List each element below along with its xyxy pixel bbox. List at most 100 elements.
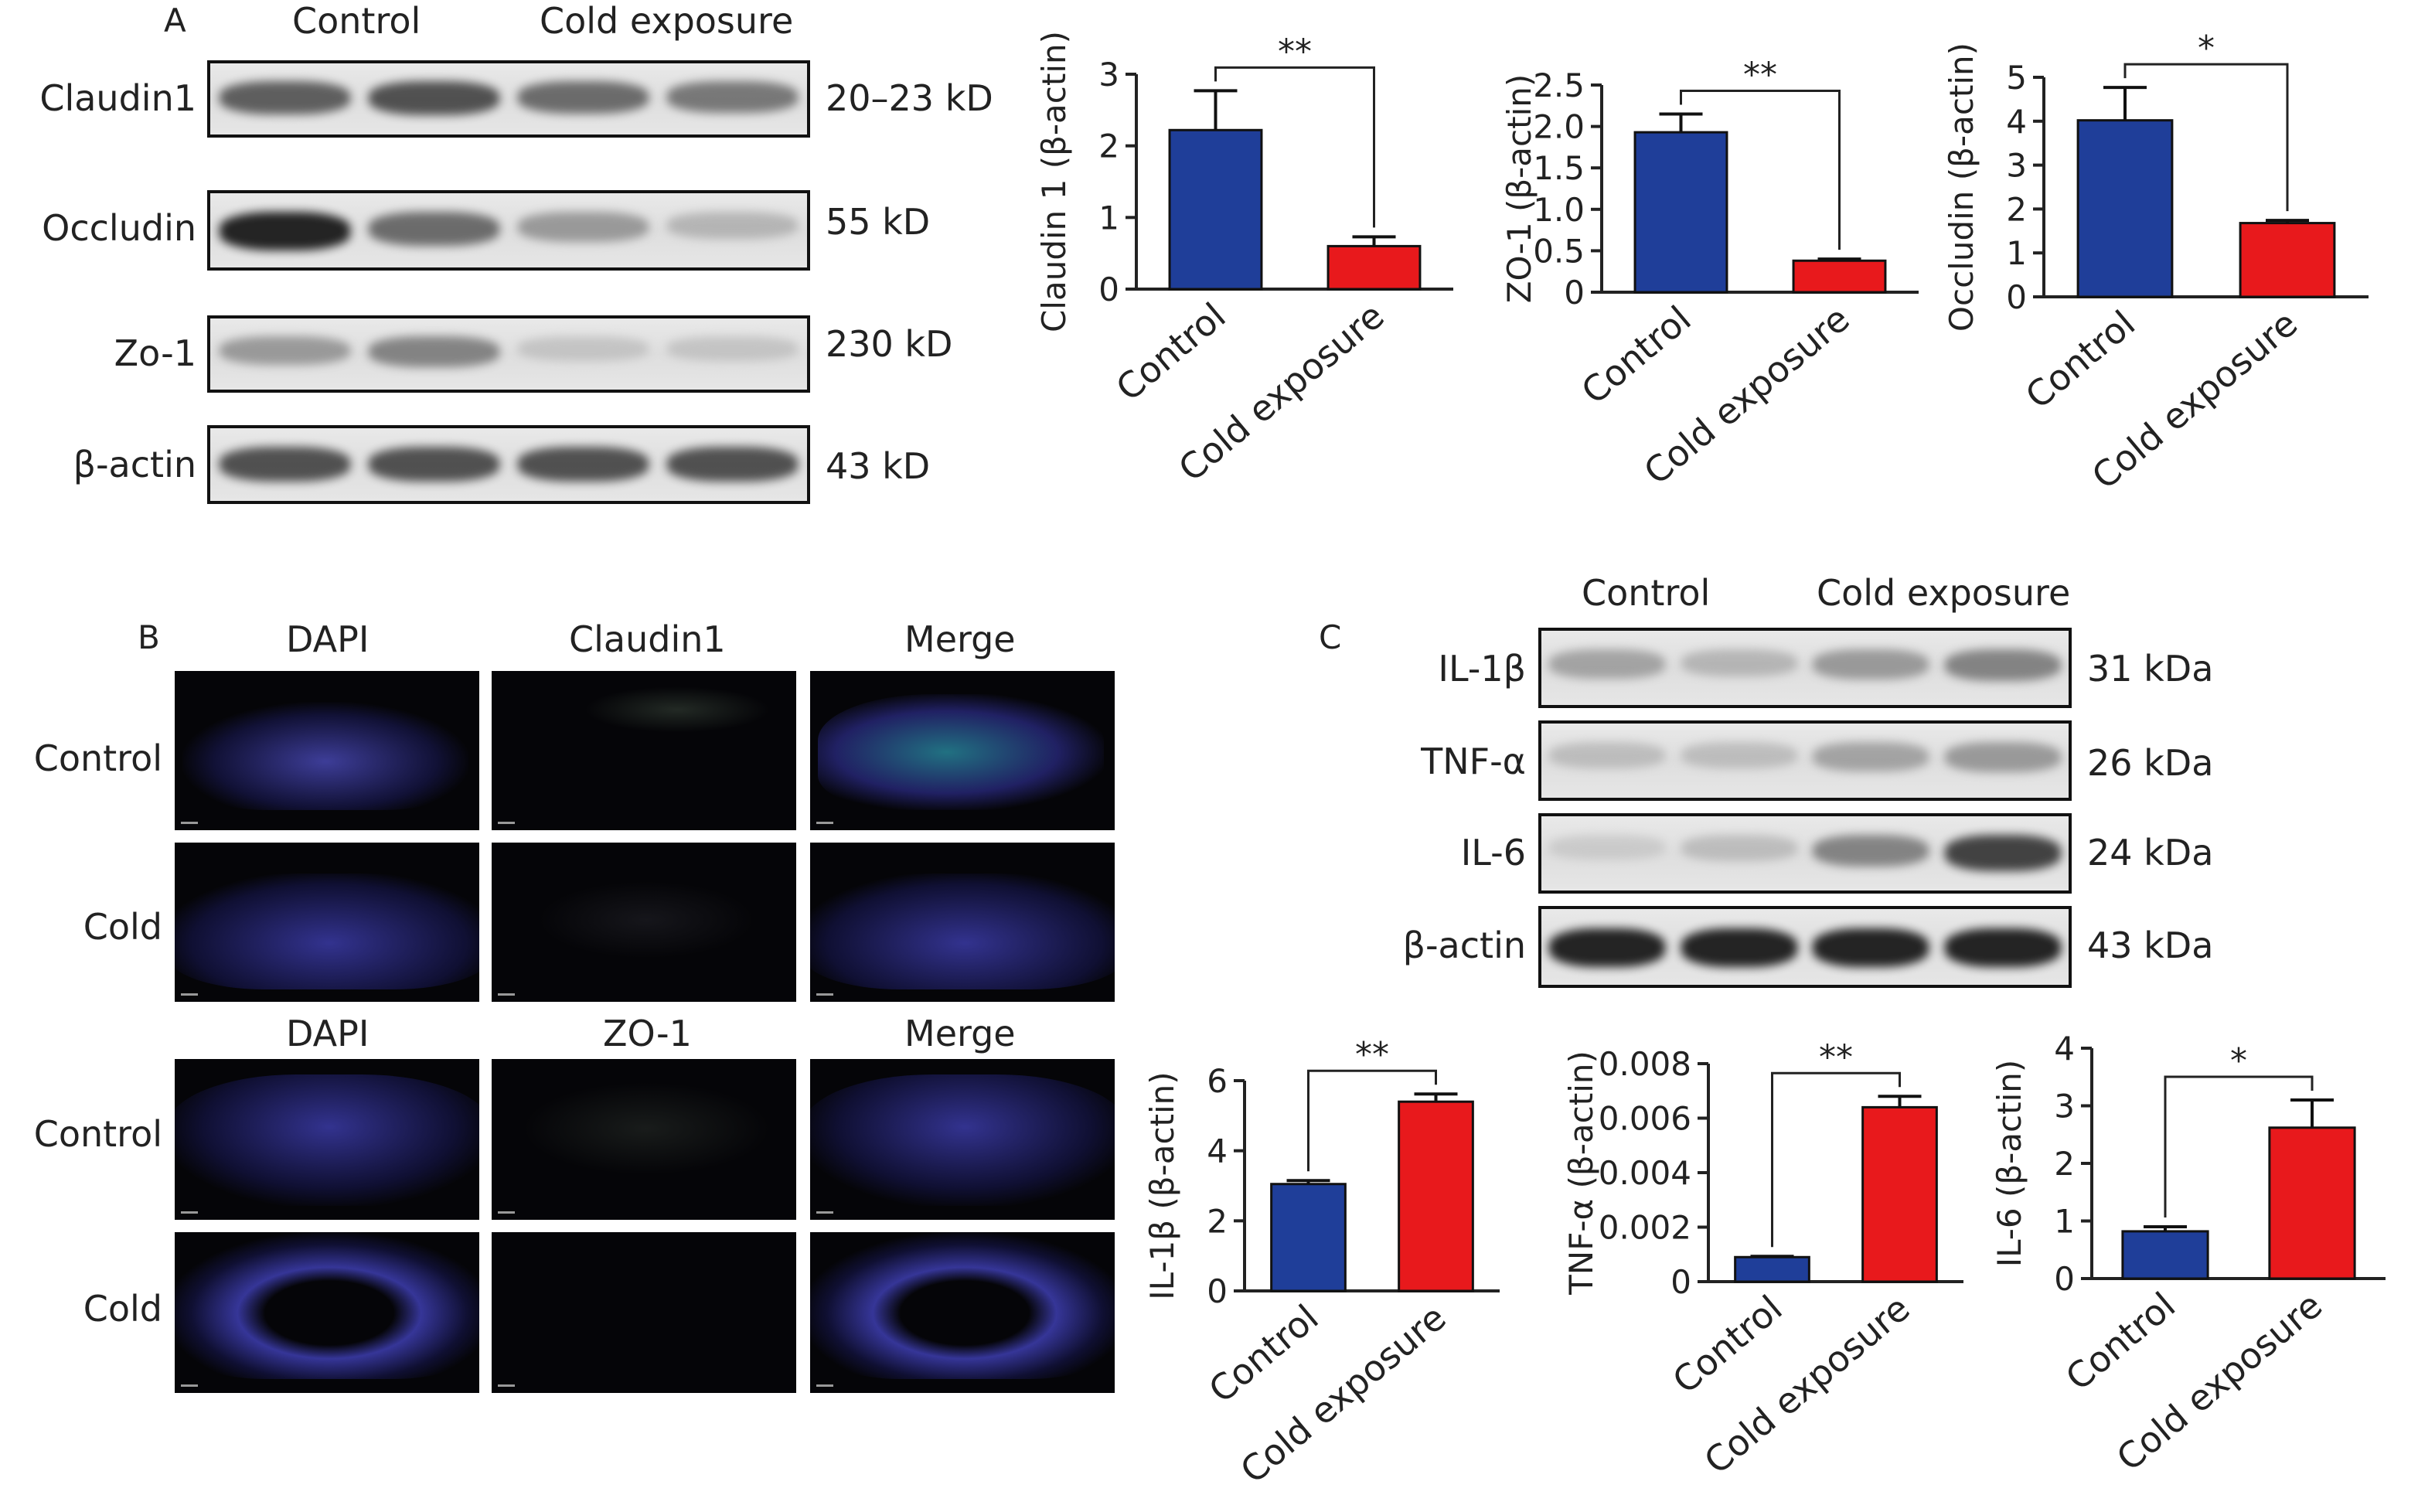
blot-c-1-band-1 <box>1549 649 1666 679</box>
chart-il1b-tick-label: 4 <box>1207 1132 1228 1170</box>
chart-claudin1-ylabel: Claudin 1 (β-actin) <box>1035 31 1073 332</box>
kd-label-occludin: 55 kD <box>826 201 931 243</box>
blot-c-1-band-2 <box>1681 649 1797 677</box>
blot-c-4-band-2 <box>1681 928 1797 968</box>
if-image-cold-dapi-claudin <box>175 843 479 1002</box>
chart-occludin-tick-label: 0 <box>2006 278 2027 316</box>
panel-c-group-cold: Cold exposure <box>1817 572 2071 614</box>
blot-label-tnfa: TNF-α <box>1421 741 1526 782</box>
chart-zo1-ylabel: ZO-1 (β-actin) <box>1500 74 1538 304</box>
chart-occludin-tick-label: 4 <box>2006 103 2027 141</box>
chart-tnfa-significance-label: ** <box>1819 1037 1853 1077</box>
chart-claudin1-bar-1 <box>1168 128 1263 291</box>
chart-il6-ylabel: IL-6 (β-actin) <box>1991 1060 2028 1268</box>
chart-claudin1-tick-label: 3 <box>1098 56 1119 94</box>
if-image-control-claudin1 <box>492 671 796 830</box>
if-image-cold-merge-zo1 <box>810 1232 1115 1393</box>
if-image-control-dapi-claudin <box>175 671 479 830</box>
blot-claudin1 <box>207 60 810 138</box>
blot-a-1-band-1 <box>219 81 351 114</box>
chart-il6-category-1: Control <box>2058 1284 2183 1398</box>
blot-label-beta-actin-c: β-actin <box>1402 925 1526 966</box>
blot-c-2-band-3 <box>1813 742 1929 771</box>
blot-label-zo1: Zo-1 <box>114 332 196 374</box>
panel-b-col-dapi-2: DAPI <box>286 1013 370 1054</box>
chart-tnfa-category-1: Control <box>1664 1287 1790 1401</box>
blot-a-3-band-4 <box>666 336 799 361</box>
kd-label-claudin1: 20–23 kD <box>826 77 993 119</box>
chart-il1b-tick-label: 6 <box>1207 1062 1228 1100</box>
chart-occludin-tick-label: 2 <box>2006 190 2027 228</box>
chart-zo1-tick-label: 2.5 <box>1533 66 1585 104</box>
blot-c-3-band-4 <box>1944 835 2061 872</box>
blot-c-1-band-4 <box>1944 649 2061 682</box>
chart-occludin-bar-1 <box>2076 119 2174 298</box>
blot-label-il6: IL-6 <box>1460 832 1526 873</box>
kd-label-beta-actin-c: 43 kDa <box>2087 925 2214 966</box>
blot-a-1-band-2 <box>368 81 500 116</box>
chart-zo1-bar-1 <box>1633 131 1728 294</box>
if-image-control-zo1 <box>492 1059 796 1220</box>
panel-b-row-cold-2: Cold <box>83 1288 162 1330</box>
kd-label-il1b: 31 kDa <box>2087 648 2214 690</box>
if-image-control-merge-claudin <box>810 671 1115 830</box>
chart-tnfa-tick-label: 0 <box>1670 1263 1691 1301</box>
chart-zo1-significance-label: ** <box>1743 56 1777 95</box>
panel-b-row-control-1: Control <box>33 737 162 779</box>
chart-il6-bar-2 <box>2268 1126 2356 1280</box>
chart-il6-tick-label: 1 <box>2054 1203 2075 1241</box>
blot-a-2-band-3 <box>517 212 649 242</box>
chart-occludin-category-1: Control <box>2018 302 2143 417</box>
chart-il6-tick-label: 3 <box>2054 1088 2075 1125</box>
chart-claudin1-bar-2 <box>1326 244 1422 291</box>
panel-c-group-control: Control <box>1582 572 1711 614</box>
blot-a-1-band-4 <box>666 81 799 113</box>
blot-c-3-band-3 <box>1813 835 1929 867</box>
blot-a-4-band-1 <box>219 446 351 482</box>
blot-a-4-band-2 <box>368 446 500 482</box>
panel-b-letter: B <box>138 618 160 656</box>
chart-zo1-tick-label: 0 <box>1564 274 1585 312</box>
chart-occludin-tick-label: 1 <box>2006 234 2027 272</box>
chart-il1b-category-1: Control <box>1200 1296 1326 1411</box>
blot-a-3-band-3 <box>517 336 649 361</box>
chart-zo1-tick-label: 1.5 <box>1533 149 1585 187</box>
blot-a-2-band-1 <box>219 212 351 250</box>
chart-claudin1-tick-label: 0 <box>1098 271 1119 308</box>
panel-b-col-claudin1: Claudin1 <box>569 618 726 660</box>
panel-b-row-cold-1: Cold <box>83 906 162 948</box>
blot-a-2-band-4 <box>666 212 799 240</box>
if-image-cold-dapi-zo1 <box>175 1232 479 1393</box>
blot-c-1-band-3 <box>1813 649 1929 679</box>
chart-zo1-tick-label: 1.0 <box>1533 191 1585 229</box>
chart-zo1-tick-label: 0.5 <box>1533 232 1585 270</box>
chart-il1b-tick-label: 2 <box>1207 1202 1228 1240</box>
chart-tnfa-tick-label: 0.004 <box>1599 1154 1691 1192</box>
kd-label-beta-actin-a: 43 kD <box>826 445 931 487</box>
blot-label-occludin: Occludin <box>42 207 196 249</box>
blot-c-2-band-1 <box>1549 742 1666 769</box>
chart-occludin-ylabel: Occludin (β-actin) <box>1943 43 1980 332</box>
blot-il1b <box>1538 628 2072 708</box>
panel-b-col-zo1: ZO-1 <box>603 1013 692 1054</box>
chart-il1b-ylabel: IL-1β (β-actin) <box>1143 1071 1181 1299</box>
panel-b-col-dapi-1: DAPI <box>286 618 370 660</box>
chart-zo1-significance-bracket <box>1680 90 1841 250</box>
blot-a-2-band-2 <box>368 212 500 246</box>
if-image-cold-merge-claudin <box>810 843 1115 1002</box>
chart-il1b-tick-label: 0 <box>1207 1272 1228 1310</box>
blot-beta-actin-a <box>207 425 810 504</box>
blot-label-beta-actin-a: β-actin <box>73 444 196 485</box>
blot-c-4-band-4 <box>1944 928 2061 968</box>
panel-a-group-cold: Cold exposure <box>540 0 794 42</box>
panel-b-col-merge-1: Merge <box>904 618 1016 660</box>
chart-claudin1-significance-label: ** <box>1278 32 1312 71</box>
if-image-cold-zo1 <box>492 1232 796 1393</box>
blot-a-3-band-1 <box>219 336 351 366</box>
chart-tnfa-bar-2 <box>1861 1105 1938 1283</box>
blot-label-il1b: IL-1β <box>1438 648 1526 690</box>
chart-il6-tick-label: 2 <box>2054 1145 2075 1183</box>
blot-c-2-band-4 <box>1944 742 2061 772</box>
chart-tnfa-ylabel: TNF-α (β-actin) <box>1562 1051 1600 1296</box>
blot-occludin <box>207 190 810 271</box>
